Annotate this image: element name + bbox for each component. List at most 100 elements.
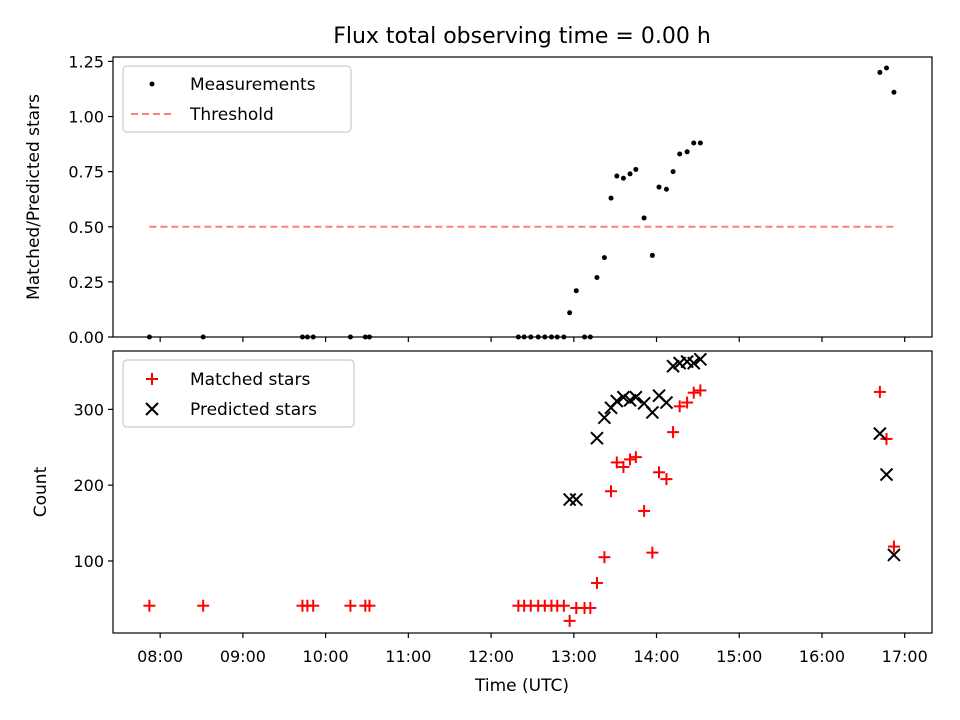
matched-star-point (687, 386, 700, 399)
chart-title: Flux total observing time = 0.00 h (333, 24, 711, 49)
bottom-legend-box (122, 359, 355, 428)
measurement-point (614, 173, 620, 179)
bottom-y-tick-label: 100 (73, 552, 104, 571)
predicted-star-stroke-b (590, 431, 604, 445)
measurement-point (608, 195, 614, 201)
predicted-star-stroke-b (645, 405, 660, 420)
x-tick-label: 09:00 (220, 647, 266, 666)
matched-star-point (344, 599, 357, 612)
measurement-point (891, 89, 897, 95)
legend-matched-marker (146, 373, 158, 385)
matched-star-point (197, 599, 210, 612)
predicted-star-stroke-b (652, 389, 666, 403)
predicted-star-stroke-b (873, 426, 887, 441)
x-tick-label: 10:00 (303, 647, 349, 666)
bottom-y-axis-label: Count (31, 466, 51, 517)
matched-star-point (629, 451, 642, 464)
matched-star-point (605, 485, 618, 498)
matched-star-point (653, 466, 665, 479)
legend-matched-label: Matched stars (190, 370, 310, 390)
top-legend: Measurements Threshold (122, 65, 352, 133)
predicted-star-point (659, 395, 674, 410)
measurement-point (663, 186, 669, 192)
matched-star-point (887, 540, 900, 553)
bottom-axes-frame (112, 350, 933, 634)
predicted-star-point (645, 405, 660, 420)
measurement-point (697, 140, 703, 146)
legend-measurements-marker (149, 81, 155, 87)
predicted-star-point (562, 492, 577, 507)
measurement-point (649, 252, 655, 258)
measurement-point (677, 151, 683, 157)
matched-star-point (673, 400, 686, 413)
predicted-star-stroke-b (680, 354, 694, 369)
top-panel-marks: 0.00 0.25 0.50 0.75 1.00 1.25 (68, 52, 906, 347)
top-y-axis-label: Matched/Predicted stars (24, 94, 44, 300)
measurement-point (670, 169, 676, 175)
measurement-point (573, 288, 579, 294)
matched-star-point (638, 504, 651, 517)
measurement-point (601, 255, 607, 261)
measurement-point (594, 274, 600, 280)
predicted-star-stroke-b (659, 395, 674, 410)
predicted-star-point (887, 548, 901, 562)
x-tick-label: 11:00 (385, 647, 431, 666)
top-y-tick-label: 0.75 (68, 163, 104, 182)
top-legend-box (122, 65, 352, 133)
x-tick-label: 17:00 (882, 647, 928, 666)
predicted-star-stroke-b (569, 492, 583, 507)
measurement-point (567, 310, 573, 316)
top-axes-frame (112, 56, 933, 338)
matched-star-point (590, 576, 603, 589)
measurement-point (656, 184, 662, 190)
bottom-y-tick-label: 200 (73, 476, 104, 495)
predicted-star-point (693, 352, 708, 367)
x-tick-label: 08:00 (137, 647, 183, 666)
legend-predicted-marker (145, 402, 159, 416)
matched-star-point (143, 599, 156, 612)
bottom-panel-marks: 100 200 300 08:00 09:00 10:00 11:00 12:00 13:00 1… (73, 352, 928, 666)
matched-star-point (694, 384, 707, 397)
measurement-point (884, 65, 889, 71)
top-y-tick-label: 1.00 (68, 108, 104, 127)
predicted-star-stroke-b (687, 356, 701, 370)
legend-measurements-label: Measurements (190, 75, 316, 95)
top-y-tick-label: 0.25 (68, 273, 104, 292)
predicted-star-point (629, 390, 643, 404)
predicted-star-stroke-b (610, 394, 624, 408)
predicted-star-point (590, 431, 604, 445)
matched-star-point (563, 614, 576, 627)
x-tick-label: 16:00 (799, 647, 845, 666)
predicted-star-stroke-b (693, 352, 708, 367)
predicted-star-point (666, 359, 680, 373)
measurement-point (627, 171, 633, 177)
matched-star-point (681, 396, 694, 409)
matched-star-point (598, 551, 611, 564)
x-tick-label: 15:00 (716, 647, 762, 666)
matched-star-point (584, 601, 597, 614)
matched-star-point (667, 426, 680, 439)
measurement-point (684, 149, 690, 155)
matched-star-point (624, 453, 637, 466)
x-axis-label: Time (UTC) (474, 676, 569, 696)
predicted-star-stroke-b (637, 396, 651, 411)
predicted-star-point (597, 411, 612, 425)
predicted-star-point (687, 356, 701, 370)
matched-star-point (557, 599, 570, 612)
measurement-point (877, 69, 883, 75)
predicted-star-stroke-b (666, 359, 680, 373)
matched-star-point (873, 385, 886, 398)
bottom-y-tick-label: 300 (73, 400, 104, 419)
predicted-star-stroke-b (616, 390, 631, 404)
x-tick-label: 12:00 (468, 647, 514, 666)
x-tick-label: 14:00 (633, 647, 679, 666)
top-y-tick-label: 0.50 (68, 218, 104, 237)
top-y-tick-label: 1.25 (68, 52, 104, 71)
top-y-tick-label: 0.00 (68, 328, 104, 347)
predicted-star-stroke-b (879, 467, 894, 482)
measurement-point (633, 166, 639, 172)
predicted-star-stroke-b (629, 390, 643, 404)
predicted-star-point (569, 492, 583, 507)
measurement-point (641, 215, 647, 221)
predicted-star-point (616, 390, 631, 404)
